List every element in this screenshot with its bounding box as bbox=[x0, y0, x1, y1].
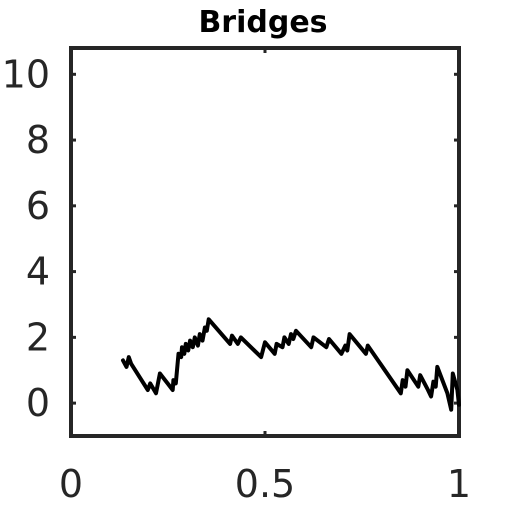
y-tick-label: 2 bbox=[26, 315, 50, 359]
x-tick-label: 1 bbox=[447, 462, 471, 506]
y-tick-label: 6 bbox=[26, 184, 50, 228]
x-tick-label: 0 bbox=[59, 462, 83, 506]
y-tick-label: 0 bbox=[26, 381, 50, 425]
x-tick-label: 0.5 bbox=[235, 462, 295, 506]
chart-title: Bridges bbox=[198, 5, 327, 40]
plot-area-frame bbox=[71, 48, 459, 436]
y-tick-label: 10 bbox=[2, 52, 50, 96]
y-tick-label: 8 bbox=[26, 118, 50, 162]
y-tick-label: 4 bbox=[26, 250, 50, 294]
